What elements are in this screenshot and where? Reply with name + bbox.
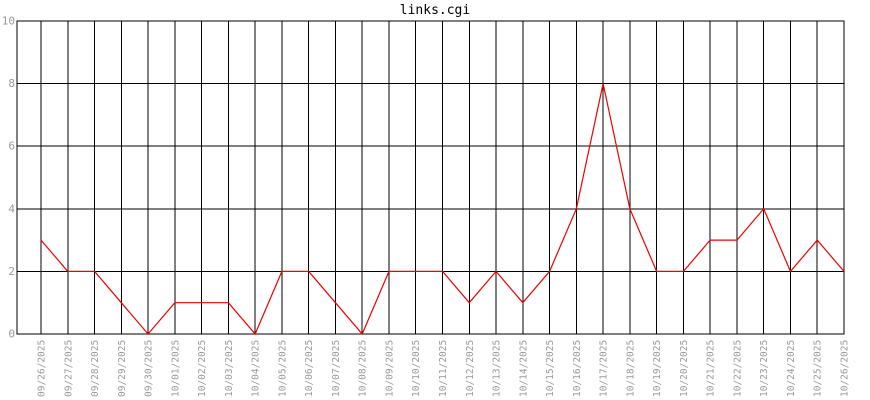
data-series-line [40, 83, 845, 336]
x-tick-label: 10/02/2025 [197, 340, 208, 397]
y-tick-label: 4 [8, 202, 15, 215]
x-tick-label: 10/23/2025 [759, 340, 770, 397]
x-tick-label: 09/30/2025 [144, 340, 155, 397]
x-tick-label: 10/15/2025 [545, 340, 556, 397]
chart-title: links.cgi [399, 3, 471, 18]
x-tick-label: 09/28/2025 [90, 340, 101, 397]
x-tick-label: 10/10/2025 [411, 340, 422, 397]
y-tick-label: 6 [8, 140, 15, 153]
x-tick-label: 09/27/2025 [63, 340, 74, 397]
x-tick-label: 10/05/2025 [277, 340, 288, 397]
x-tick-label: 10/14/2025 [518, 340, 529, 397]
x-tick-label: 10/24/2025 [786, 340, 797, 397]
x-tick-label: 10/03/2025 [224, 340, 235, 397]
x-tick-label: 10/04/2025 [251, 340, 262, 397]
x-tick-label: 10/20/2025 [679, 340, 690, 397]
y-tick-label: 0 [8, 328, 15, 341]
x-tick-label: 10/09/2025 [384, 340, 395, 397]
x-tick-label: 10/01/2025 [170, 340, 181, 397]
x-tick-label: 10/19/2025 [652, 340, 663, 397]
y-tick-label: 10 [2, 15, 15, 28]
x-tick-label: 10/17/2025 [599, 340, 610, 397]
x-tick-label: 10/26/2025 [840, 340, 851, 397]
x-tick-label: 10/13/2025 [492, 340, 503, 397]
x-tick-label: 10/21/2025 [706, 340, 717, 397]
x-tick-label: 10/06/2025 [304, 340, 315, 397]
x-tick-label: 10/18/2025 [625, 340, 636, 397]
plot-border [16, 20, 845, 335]
x-tick-label: 10/11/2025 [438, 340, 449, 397]
x-tick-label: 10/08/2025 [358, 340, 369, 397]
x-tick-label: 09/26/2025 [37, 340, 48, 397]
x-tick-label: 10/25/2025 [813, 340, 824, 397]
y-tick-label: 2 [8, 265, 15, 278]
x-tick-label: 10/07/2025 [331, 340, 342, 397]
x-tick-label: 10/22/2025 [732, 340, 743, 397]
y-tick-label: 8 [8, 77, 15, 90]
x-tick-label: 09/29/2025 [117, 340, 128, 397]
x-tick-label: 10/12/2025 [465, 340, 476, 397]
x-tick-label: 10/16/2025 [572, 340, 583, 397]
